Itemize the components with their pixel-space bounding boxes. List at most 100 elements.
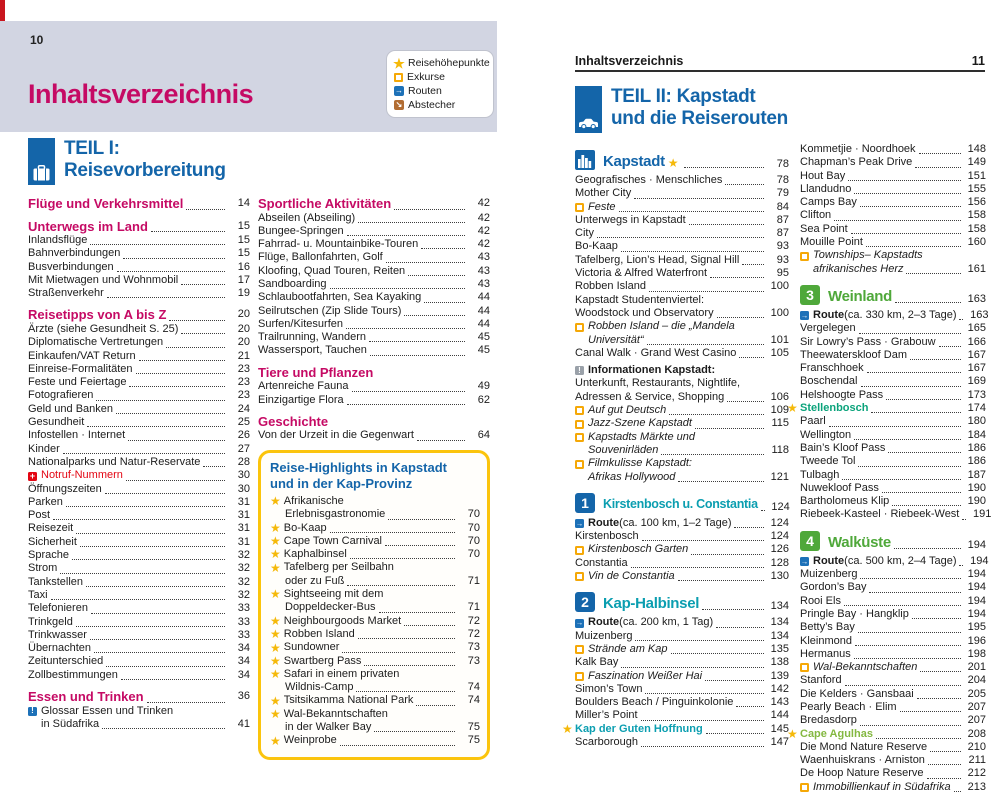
toc-entry[interactable]: Infostellen · Internet 26 (28, 429, 250, 442)
toc-entry[interactable]: Zeitunterschied 34 (28, 655, 250, 668)
toc-entry[interactable]: Camps Bay 156 (800, 196, 986, 209)
toc-entry[interactable]: Betty’s Bay 195 (800, 621, 986, 634)
toc-entry[interactable]: Kapstadt Studentenviertel: Woodstock und … (575, 294, 789, 321)
toc-entry[interactable]: ★ Weinprobe 75 (270, 734, 480, 747)
toc-entry[interactable]: Diplomatische Vertretungen 20 (28, 336, 250, 349)
toc-entry[interactable]: → Route (ca. 200 km, 1 Tag) 134 (575, 616, 789, 629)
toc-entry[interactable]: De Hoop Nature Reserve 212 (800, 767, 986, 780)
toc-entry[interactable]: ! Informationen Kapstadt: Unterkunft, Rest… (575, 364, 789, 404)
toc-entry[interactable]: Ärzte (siehe Gesundheit S. 25) 20 (28, 323, 250, 336)
toc-entry[interactable]: Sandboarding 43 (258, 278, 490, 291)
toc-entry[interactable]: Abseilen (Abseiling) 42 (258, 212, 490, 225)
toc-entry[interactable]: ★ Cape Town Carnival 70 (270, 535, 480, 548)
toc-heading[interactable]: Sportliche Aktivitäten 42 (258, 196, 490, 212)
toc-entry[interactable]: Kommetjie · Noordhoek 148 (800, 143, 986, 156)
toc-section-header[interactable]: 4 Walküste 194 (800, 522, 986, 555)
toc-entry[interactable]: Hermanus 198 (800, 648, 986, 661)
toc-entry[interactable]: Wal-Bekanntschaften 201 (800, 661, 986, 674)
toc-entry[interactable]: Parken 31 (28, 496, 250, 509)
toc-entry[interactable]: Feste und Feiertage 23 (28, 376, 250, 389)
toc-entry[interactable]: Pringle Bay · Hangklip 194 (800, 608, 986, 621)
toc-entry[interactable]: → Route (ca. 330 km, 2–3 Tage) 163 (800, 309, 988, 322)
toc-entry[interactable]: Reisezeit 31 (28, 522, 250, 535)
toc-entry[interactable]: ★ Safari in einem privaten Wildnis-Camp 74 (270, 668, 480, 695)
toc-entry[interactable]: Auf gut Deutsch 109 (575, 404, 789, 417)
toc-entry[interactable]: Llandudno 155 (800, 183, 986, 196)
toc-entry[interactable]: Inlandsflüge 15 (28, 234, 250, 247)
toc-entry[interactable]: Die Mond Nature Reserve 210 (800, 741, 986, 754)
toc-entry[interactable]: Mouille Point 160 (800, 236, 986, 249)
toc-entry[interactable]: ★ Robben Island 72 (270, 628, 480, 641)
toc-entry[interactable]: Nationalparks und Natur-Reservate 28 (28, 456, 250, 469)
toc-entry[interactable]: Clifton 158 (800, 209, 986, 222)
toc-entry[interactable]: Fahrrad- u. Mountainbike-Touren 42 (258, 238, 490, 251)
toc-heading[interactable]: Tiere und Pflanzen (258, 365, 490, 381)
toc-entry[interactable]: ★ Tsitsikamma National Park 74 (270, 694, 480, 707)
toc-entry[interactable]: Sea Point 158 (800, 223, 986, 236)
toc-entry[interactable]: Strom 32 (28, 562, 250, 575)
toc-entry[interactable]: Unterwegs in Kapstadt 87 (575, 214, 789, 227)
toc-entry[interactable]: Franschhoek 167 (800, 362, 986, 375)
toc-entry[interactable]: Mother City 79 (575, 187, 789, 200)
toc-entry[interactable]: Mit Mietwagen und Wohnmobil 17 (28, 274, 250, 287)
toc-entry[interactable]: Nuwekloof Pass 190 (800, 482, 986, 495)
toc-entry[interactable]: Scarborough 147 (575, 736, 789, 749)
toc-heading[interactable]: Reisetipps von A bis Z 20 (28, 307, 250, 323)
toc-entry[interactable]: Chapman’s Peak Drive 149 (800, 156, 986, 169)
toc-entry[interactable]: Sprache 32 (28, 549, 250, 562)
toc-entry[interactable]: Kirstenbosch 124 (575, 530, 789, 543)
toc-entry[interactable]: Öffnungszeiten 30 (28, 483, 250, 496)
toc-entry[interactable]: Bain’s Kloof Pass 186 (800, 442, 986, 455)
toc-entry[interactable]: Filmkulisse Kapstadt: Afrikas Hollywood 12… (575, 457, 789, 484)
toc-entry[interactable]: Einreise-Formalitäten 23 (28, 363, 250, 376)
toc-entry[interactable]: Riebeek-Kasteel · Riebeek-West 191 (800, 508, 991, 521)
toc-entry[interactable]: Theewaterskloof Dam 167 (800, 349, 986, 362)
toc-entry[interactable]: Robben Island 100 (575, 280, 789, 293)
toc-section-header[interactable]: 3 Weinland 163 (800, 276, 986, 309)
toc-entry[interactable]: ★ Kaphalbinsel 70 (270, 548, 480, 561)
toc-entry[interactable]: Muizenberg 194 (800, 568, 986, 581)
toc-entry[interactable]: Kalk Bay 138 (575, 656, 789, 669)
toc-entry[interactable]: Kinder 27 (28, 443, 250, 456)
toc-entry[interactable]: Busverbindungen 16 (28, 261, 250, 274)
toc-entry[interactable]: Pearly Beach · Elim 207 (800, 701, 986, 714)
toc-entry[interactable]: Kleinmond 196 (800, 635, 986, 648)
toc-entry[interactable]: Geografisches · Menschliches 78 (575, 174, 789, 187)
toc-entry[interactable]: + Notruf-Nummern 30 (28, 469, 250, 482)
toc-entry[interactable]: Gordon’s Bay 194 (800, 581, 986, 594)
toc-entry[interactable]: Flüge, Ballonfahrten, Golf 43 (258, 251, 490, 264)
toc-entry[interactable]: Rooi Els 194 (800, 595, 986, 608)
toc-entry[interactable]: Sir Lowry’s Pass · Grabouw 166 (800, 336, 986, 349)
toc-entry[interactable]: Zollbestimmungen 34 (28, 669, 250, 682)
toc-entry[interactable]: Boschendal 169 (800, 375, 986, 388)
toc-entry[interactable]: Tafelberg, Lion’s Head, Signal Hill 93 (575, 254, 789, 267)
toc-entry[interactable]: Simon’s Town 142 (575, 683, 789, 696)
toc-entry[interactable]: ★ Tafelberg per Seilbahn oder zu Fuß 71 (270, 561, 480, 588)
toc-entry[interactable]: Übernachten 34 (28, 642, 250, 655)
toc-entry[interactable]: Die Kelders · Gansbaai 205 (800, 688, 986, 701)
toc-entry[interactable]: ★ Cape Agulhas 208 (787, 728, 986, 741)
toc-entry[interactable]: ★ Swartberg Pass 73 (270, 655, 480, 668)
toc-entry[interactable]: Trinkgeld 33 (28, 616, 250, 629)
toc-entry[interactable]: Kirstenbosch Garten 126 (575, 543, 789, 556)
toc-entry[interactable]: ★ Afrikanische Erlebnisgastronomie 70 (270, 495, 480, 522)
toc-heading[interactable]: Unterwegs im Land 15 (28, 219, 250, 235)
toc-entry[interactable]: Wellington 184 (800, 429, 986, 442)
toc-entry[interactable]: Artenreiche Fauna 49 (258, 380, 490, 393)
toc-entry[interactable]: Tankstellen 32 (28, 576, 250, 589)
toc-entry[interactable]: Taxi 32 (28, 589, 250, 602)
toc-section-header[interactable]: 2 Kap-Halbinsel 134 (575, 583, 789, 616)
toc-entry[interactable]: Jazz-Szene Kapstadt 115 (575, 417, 789, 430)
toc-entry[interactable]: Post 31 (28, 509, 250, 522)
toc-entry[interactable]: Surfen/Kitesurfen 44 (258, 318, 490, 331)
toc-entry[interactable]: Seilrutschen (Zip Slide Tours) 44 (258, 305, 490, 318)
toc-entry[interactable]: Miller’s Point 144 (575, 709, 789, 722)
toc-entry[interactable]: Townships– Kapstadts afrikanisches Herz 16… (800, 249, 986, 276)
toc-entry[interactable]: Tulbagh 187 (800, 469, 986, 482)
toc-entry[interactable]: Geld und Banken 24 (28, 403, 250, 416)
toc-entry[interactable]: Bredasdorp 207 (800, 714, 986, 727)
toc-entry[interactable]: Sicherheit 31 (28, 536, 250, 549)
toc-section-header[interactable]: Kapstadt ★ 78 (575, 150, 789, 174)
toc-entry[interactable]: Vin de Constantia 130 (575, 570, 789, 583)
toc-entry[interactable]: Muizenberg 134 (575, 630, 789, 643)
